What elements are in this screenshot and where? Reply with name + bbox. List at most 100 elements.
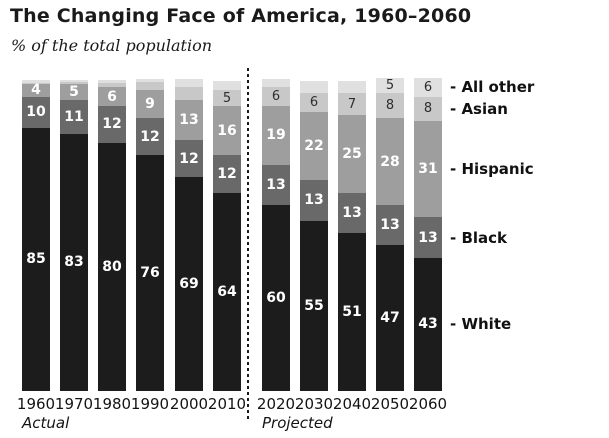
segment-2000-all_other [175, 79, 203, 88]
x-tick-1980: 1980 [92, 395, 132, 413]
segment-value-label: 6 [423, 79, 433, 95]
segment-1960-black: 10 [22, 96, 50, 128]
segment-value-label: 8 [423, 101, 433, 117]
segment-1970-all_other [60, 79, 88, 83]
x-tick-1970: 1970 [54, 395, 94, 413]
segment-value-label: 22 [304, 138, 324, 155]
segment-2020-hispanic: 19 [262, 105, 290, 165]
segment-value-label: 28 [380, 153, 400, 170]
segment-value-label: 76 [140, 265, 160, 282]
x-tick-2060: 2060 [408, 395, 448, 413]
actual-projected-divider-line [247, 68, 249, 422]
segment-value-label: 19 [266, 127, 286, 144]
segment-2020-all_other [262, 78, 290, 88]
segment-2020-black: 13 [262, 164, 290, 205]
segment-1990-hispanic: 9 [136, 90, 164, 119]
segment-2010-all_other [213, 81, 241, 91]
segment-value-label: 85 [26, 251, 46, 268]
segment-1980-black: 12 [98, 105, 126, 143]
segment-2020-asian: 6 [262, 87, 290, 106]
x-tick-2050: 2050 [370, 395, 410, 413]
bar-1960: 4 10 85 [22, 80, 50, 391]
segment-value-label: 6 [107, 88, 117, 105]
segment-value-label: 13 [380, 217, 400, 234]
legend-label-asian: - Asian [450, 99, 508, 118]
segment-2010-hispanic: 16 [213, 105, 241, 156]
x-tick-2040: 2040 [332, 395, 372, 413]
segment-value-label: 7 [347, 96, 357, 112]
segment-1960-hispanic: 4 [22, 82, 50, 99]
segment-2040-all_other [338, 81, 366, 94]
segment-2050-black: 13 [376, 205, 404, 246]
legend-label-white: - White [450, 315, 512, 334]
segment-2010-black: 12 [213, 155, 241, 193]
segment-2040-hispanic: 25 [338, 115, 366, 193]
segment-1980-hispanic: 6 [98, 87, 126, 106]
segment-2030-all_other [300, 81, 328, 94]
segment-1980-all_other [98, 80, 126, 84]
legend-label-all_other: - All other [450, 78, 535, 97]
segment-1990-black: 12 [136, 118, 164, 156]
segment-2050-asian: 8 [376, 93, 404, 119]
segment-2040-black: 13 [338, 192, 366, 233]
segment-2030-asian: 6 [300, 93, 328, 113]
segment-2050-hispanic: 28 [376, 118, 404, 206]
chart-subtitle: % of the total population [11, 36, 213, 55]
x-tick-1960: 1960 [16, 395, 56, 413]
segment-1970-black: 11 [60, 99, 88, 134]
segment-value-label: 31 [418, 161, 438, 178]
segment-value-label: 16 [217, 122, 237, 139]
segment-value-label: 8 [385, 98, 395, 114]
x-tick-2010: 2010 [207, 395, 247, 413]
segment-value-label: 5 [222, 90, 232, 106]
segment-value-label: 4 [31, 82, 41, 99]
segment-1980-asian [98, 83, 126, 88]
segment-2040-asian: 7 [338, 93, 366, 116]
legend-label-black: - Black [450, 228, 508, 247]
segment-value-label: 6 [309, 95, 319, 111]
segment-value-label: 60 [266, 290, 286, 306]
segment-value-label: 12 [102, 116, 122, 133]
x-tick-2030: 2030 [294, 395, 334, 413]
bar-1980: 6 12 80 [98, 80, 126, 391]
segment-1970-white: 83 [60, 133, 88, 391]
segment-value-label: 13 [418, 229, 438, 246]
segment-2050-white: 47 [376, 245, 404, 391]
segment-2060-hispanic: 31 [414, 121, 442, 218]
segment-1990-asian [136, 81, 164, 91]
bar-1970: 5 11 83 [60, 79, 88, 391]
segment-value-label: 12 [179, 150, 199, 167]
segment-value-label: 25 [342, 145, 362, 162]
segment-value-label: 5 [69, 83, 79, 100]
segment-value-label: 13 [304, 192, 324, 209]
segment-2060-white: 43 [414, 257, 442, 391]
segment-1970-hispanic: 5 [60, 84, 88, 100]
segment-value-label: 43 [418, 316, 438, 333]
segment-2060-all_other: 6 [414, 77, 442, 97]
segment-value-label: 6 [271, 89, 281, 105]
segment-value-label: 80 [102, 259, 122, 275]
segment-value-label: 69 [179, 276, 199, 293]
segment-1960-all_other [22, 80, 50, 83]
segment-1980-white: 80 [98, 143, 126, 391]
chart-title: The Changing Face of America, 1960–2060 [10, 5, 472, 27]
segment-value-label: 12 [140, 128, 160, 145]
segment-value-label: 9 [145, 96, 155, 113]
segment-value-label: 11 [64, 108, 84, 125]
segment-value-label: 13 [266, 176, 286, 193]
bar-1990: 9 12 76 [136, 78, 164, 391]
bar-2060: 6 8 31 13 43 [414, 77, 442, 391]
legend-label-hispanic: - Hispanic [450, 160, 534, 179]
segment-1960-white: 85 [22, 127, 50, 391]
segment-2040-white: 51 [338, 232, 366, 391]
segment-value-label: 13 [342, 204, 362, 221]
segment-2000-asian [175, 87, 203, 100]
segment-value-label: 51 [342, 303, 362, 320]
segment-2020-white: 60 [262, 205, 290, 391]
segment-2030-black: 13 [300, 180, 328, 221]
x-tick-2020: 2020 [256, 395, 296, 413]
bar-2030: 6 22 13 55 [300, 81, 328, 391]
axis-group-label-actual: Actual [22, 414, 70, 432]
